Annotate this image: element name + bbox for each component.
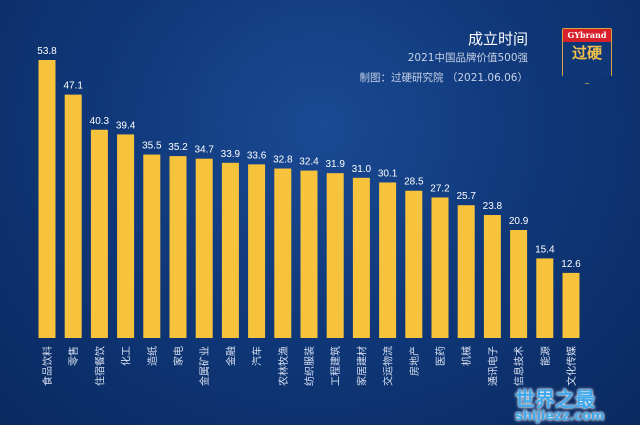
data-label: 53.8 xyxy=(37,46,57,57)
bar-农林牧渔 xyxy=(274,168,292,338)
bar-家电 xyxy=(169,156,187,338)
category-label: 医药 xyxy=(435,346,447,366)
category-label: 金融 xyxy=(224,346,237,366)
data-label: 35.2 xyxy=(168,142,188,153)
data-label: 20.9 xyxy=(509,216,529,227)
category-label: 家电 xyxy=(172,346,185,366)
logo-main: 过硬 xyxy=(571,44,602,62)
category-label: 汽车 xyxy=(251,346,264,366)
data-label: 39.4 xyxy=(116,120,136,131)
category-label: 信息技术 xyxy=(513,346,526,386)
category-label: 农林牧渔 xyxy=(277,346,290,386)
chart-subtitle: 2021中国品牌价值500强 xyxy=(407,52,528,64)
bar-交运物流 xyxy=(379,182,397,338)
bar-住宿餐饮 xyxy=(90,129,108,338)
data-label: 40.3 xyxy=(90,116,110,127)
bar-化工 xyxy=(117,134,135,338)
data-label: 15.4 xyxy=(535,244,555,255)
category-label: 家居建材 xyxy=(355,346,368,386)
data-label: 31.9 xyxy=(325,159,345,170)
data-label: 23.8 xyxy=(483,201,503,212)
bar-金属矿业 xyxy=(195,158,213,338)
data-label: 27.2 xyxy=(430,183,450,194)
data-label: 32.8 xyxy=(273,155,293,166)
watermark-line2: shijiezz.com xyxy=(515,409,605,424)
category-label: 金属矿业 xyxy=(198,346,211,386)
bar-文化传媒 xyxy=(562,272,580,338)
data-label: 12.6 xyxy=(561,259,581,270)
data-label: 25.7 xyxy=(456,191,476,202)
chart-title: 成立时间 xyxy=(467,30,528,48)
category-label: 化工 xyxy=(120,346,133,366)
data-label: 33.9 xyxy=(221,149,241,160)
bar-金融 xyxy=(221,162,239,338)
bar-信息技术 xyxy=(510,230,528,338)
watermark: 世界之最 shijiezz.com xyxy=(515,389,604,424)
bar-房地产 xyxy=(405,190,423,338)
data-label: 28.5 xyxy=(404,177,424,188)
category-label: 零售 xyxy=(67,346,80,366)
bar-食品饮料 xyxy=(38,60,56,338)
data-label: 30.1 xyxy=(378,168,398,179)
bar-医药 xyxy=(431,197,449,338)
chart-credit: 制图：过硬研究院 （2021.06.06） xyxy=(359,72,528,84)
data-label: 35.5 xyxy=(142,141,162,152)
category-label: 住宿餐饮 xyxy=(93,346,106,386)
category-label: 通讯电子 xyxy=(486,346,499,386)
category-label: 文化传媒 xyxy=(565,346,578,386)
bar-零售 xyxy=(64,94,82,338)
category-label: 机械 xyxy=(460,346,473,366)
data-label: 31.0 xyxy=(352,164,372,175)
bar-能源 xyxy=(536,258,554,338)
category-label: 能源 xyxy=(539,346,552,366)
bar-造纸 xyxy=(143,154,161,338)
category-label: 房地产 xyxy=(408,346,421,376)
watermark-line1: 世界之最 xyxy=(515,387,595,411)
bar-纺织服装 xyxy=(300,170,318,338)
category-label: 造纸 xyxy=(146,346,159,366)
bar-通讯电子 xyxy=(483,215,501,338)
bar-家居建材 xyxy=(352,177,370,338)
category-label: 纺织服装 xyxy=(303,346,316,386)
gybrand-logo: GYbrand 过硬 xyxy=(562,28,612,84)
bar-工程建筑 xyxy=(326,173,344,338)
bar-机械 xyxy=(457,205,475,338)
category-label: 工程建筑 xyxy=(329,346,342,386)
data-label: 47.1 xyxy=(63,81,83,92)
data-label: 33.6 xyxy=(247,150,267,161)
data-label: 34.7 xyxy=(194,145,214,156)
category-label: 交运物流 xyxy=(382,346,395,386)
data-label: 32.4 xyxy=(299,157,319,168)
logo-top: GYbrand xyxy=(563,29,611,42)
category-label: 食品饮料 xyxy=(41,346,54,386)
bar-汽车 xyxy=(248,164,266,338)
